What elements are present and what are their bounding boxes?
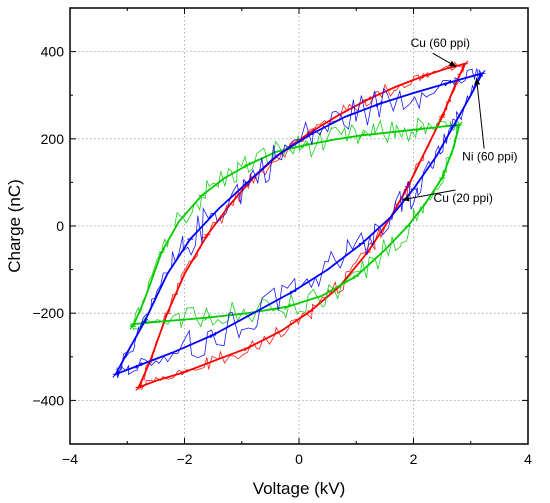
series-point bbox=[461, 60, 469, 68]
series-0 bbox=[135, 60, 469, 391]
series-point bbox=[410, 185, 417, 193]
x-tick-label: 2 bbox=[410, 451, 418, 467]
series-point bbox=[415, 125, 423, 133]
annotations: Cu (60 ppi) Ni (60 ppi) Cu (20 ppi) bbox=[401, 36, 518, 205]
series-fit-loop bbox=[137, 62, 467, 389]
series-point bbox=[135, 362, 143, 369]
series-point bbox=[198, 192, 206, 199]
annotation-arrow-line bbox=[475, 77, 485, 149]
annotation-1: Ni (60 ppi) bbox=[462, 77, 518, 164]
series-point bbox=[204, 314, 211, 321]
series-point bbox=[375, 100, 383, 108]
series-point bbox=[301, 141, 309, 149]
y-tick-label: 400 bbox=[41, 44, 65, 60]
x-tick-label: 4 bbox=[524, 451, 532, 467]
series-point bbox=[244, 344, 251, 352]
series-point bbox=[284, 303, 291, 311]
y-tick-label: −400 bbox=[32, 392, 64, 408]
series-noisy-trace bbox=[132, 117, 460, 331]
series-point bbox=[450, 122, 457, 130]
series-point bbox=[364, 96, 372, 103]
series-point bbox=[163, 309, 171, 317]
series-fit-loop bbox=[113, 71, 484, 376]
ticks: −4 −2 0 2 4 −400 −200 0 200 400 bbox=[32, 7, 532, 467]
annotation-2: Cu (20 ppi) bbox=[401, 189, 493, 205]
series-point bbox=[112, 370, 120, 378]
x-axis-label: Voltage (kV) bbox=[253, 479, 346, 498]
annotation-label: Ni (60 ppi) bbox=[462, 150, 517, 164]
series-point bbox=[141, 318, 148, 326]
series-point bbox=[186, 235, 194, 243]
x-tick-label: −4 bbox=[62, 451, 78, 467]
y-tick-label: 0 bbox=[56, 218, 64, 234]
y-tick-label: −200 bbox=[32, 305, 64, 321]
series-point bbox=[307, 307, 314, 315]
series-point bbox=[289, 288, 297, 295]
y-axis-label: Charge (nC) bbox=[5, 179, 24, 273]
series-point bbox=[358, 240, 366, 247]
series-point bbox=[478, 70, 486, 77]
annotation-label: Cu (60 ppi) bbox=[411, 36, 470, 50]
series-point bbox=[455, 121, 463, 129]
series-point bbox=[421, 72, 429, 79]
annotation-label: Cu (20 ppi) bbox=[434, 191, 493, 205]
series-point bbox=[404, 222, 412, 230]
series-point bbox=[135, 383, 143, 391]
x-tick-label: 0 bbox=[295, 451, 303, 467]
series-point bbox=[181, 368, 188, 376]
series-group bbox=[112, 60, 486, 391]
annotation-arrow-head bbox=[474, 77, 481, 86]
series-point bbox=[158, 248, 165, 256]
series-1 bbox=[129, 117, 463, 331]
annotation-arrow-head bbox=[448, 60, 457, 67]
series-point bbox=[209, 331, 217, 339]
series-point bbox=[358, 131, 366, 139]
annotation-arrow-head bbox=[402, 195, 410, 202]
series-point bbox=[444, 79, 452, 87]
series-point bbox=[129, 320, 137, 328]
x-tick-label: −2 bbox=[177, 451, 193, 467]
series-2 bbox=[112, 68, 486, 379]
series-noisy-trace bbox=[116, 68, 484, 379]
y-tick-label: 200 bbox=[41, 131, 65, 147]
series-point bbox=[352, 272, 360, 280]
series-point bbox=[307, 131, 314, 138]
series-point bbox=[204, 231, 211, 239]
series-point bbox=[438, 174, 446, 182]
annotation-arrow-line bbox=[401, 189, 456, 201]
series-point bbox=[244, 161, 251, 169]
series-point bbox=[438, 113, 446, 121]
annotation-0: Cu (60 ppi) bbox=[411, 36, 470, 68]
series-point bbox=[244, 179, 251, 186]
